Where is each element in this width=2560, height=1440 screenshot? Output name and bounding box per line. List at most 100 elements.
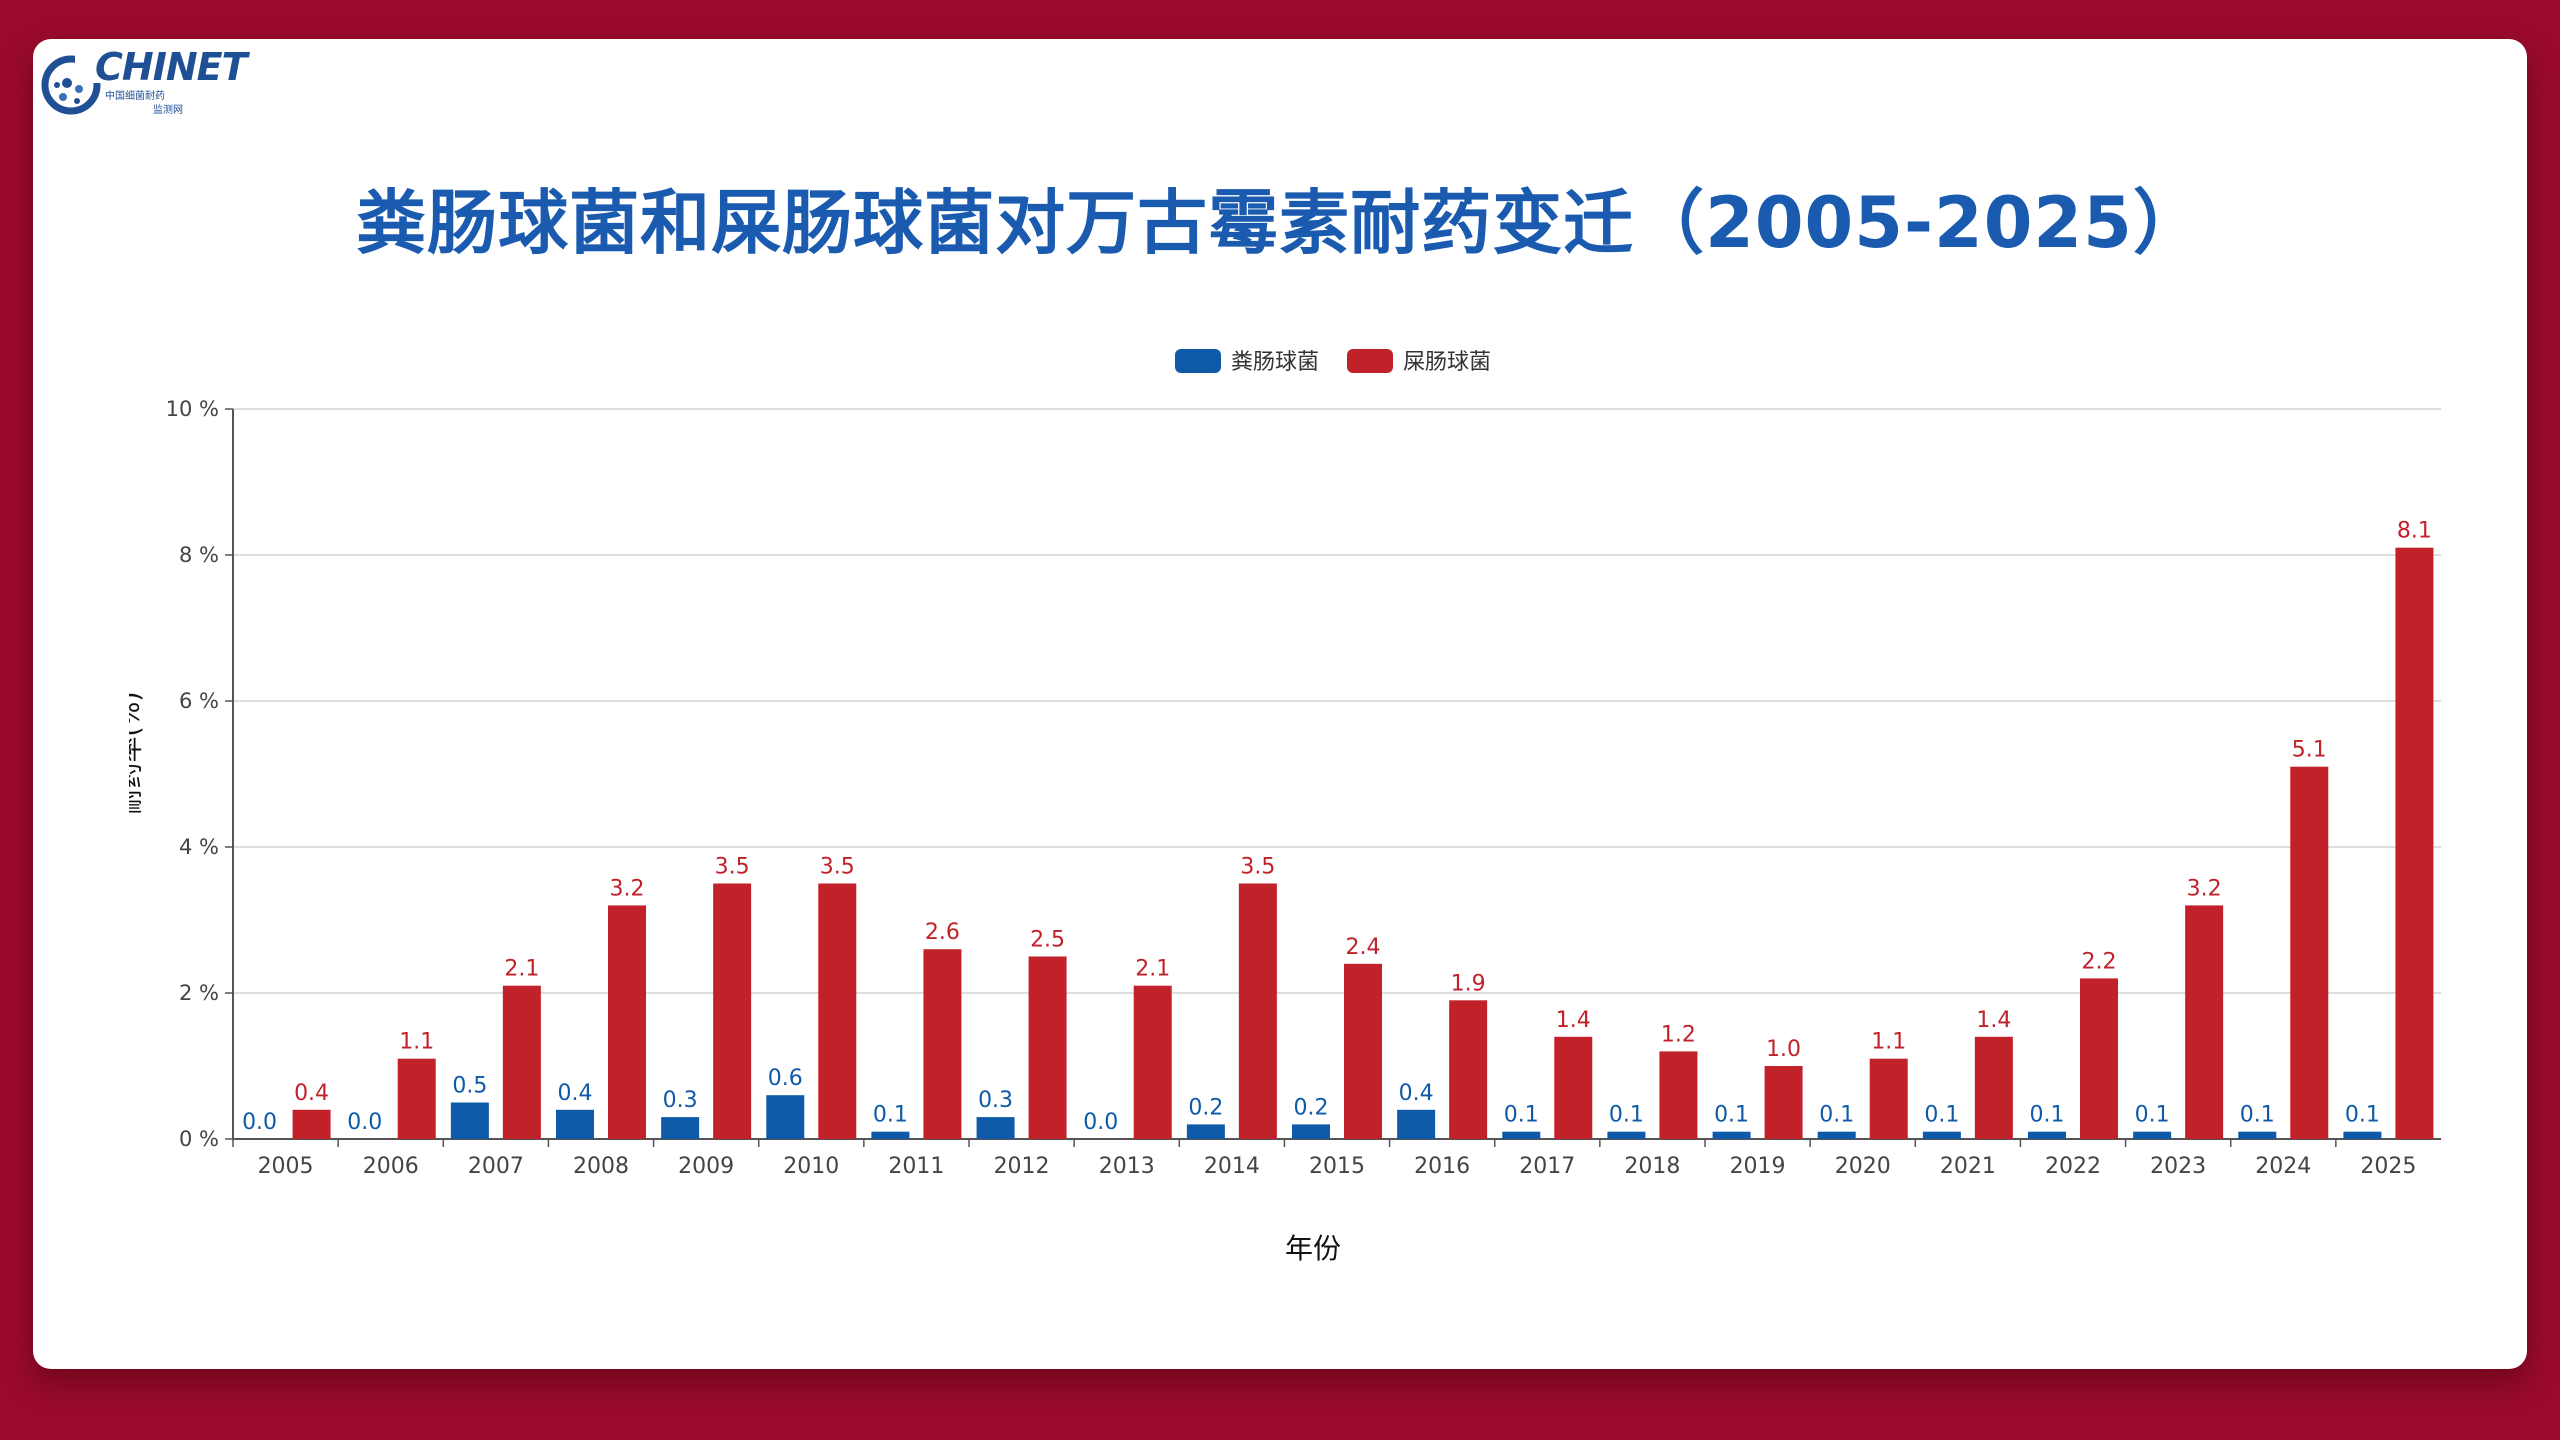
x-tick-label: 2017	[1519, 1154, 1575, 1179]
data-label-faecium: 2.5	[1030, 928, 1065, 953]
y-tick-label: 2 %	[179, 981, 219, 1005]
bar-faecium	[397, 1058, 436, 1139]
bar-faecium	[1344, 963, 1382, 1139]
bar-faecalis	[450, 1102, 489, 1139]
data-label-faecalis: 0.1	[1819, 1103, 1854, 1128]
x-tick-label: 2018	[1624, 1154, 1680, 1179]
bar-chart: 粪肠球菌 屎肠球菌 耐药率(%) 年份 0 %2 %4 %6 %8 %10 % …	[116, 349, 2441, 1265]
bar-faecium	[2080, 978, 2118, 1139]
data-label-faecium: 1.4	[1556, 1008, 1591, 1033]
data-label-faecalis: 0.4	[558, 1081, 593, 1106]
data-label-faecalis: 0.5	[452, 1074, 487, 1099]
data-label-faecalis: 0.1	[1714, 1103, 1749, 1128]
data-label-faecium: 1.1	[399, 1030, 434, 1055]
data-label-faecalis: 0.1	[2240, 1103, 2275, 1128]
chinet-logo: CHINET 中国细菌耐药 监测网	[39, 45, 248, 117]
data-label-faecium: 2.1	[1135, 957, 1170, 982]
data-label-faecium: 3.2	[2187, 876, 2222, 901]
bar-faecium	[1028, 956, 1067, 1139]
data-label-faecium: 1.1	[1871, 1030, 1906, 1055]
x-tick-label: 2021	[1940, 1154, 1996, 1179]
x-tick-label: 2011	[888, 1154, 944, 1179]
logo-subtitle-1: 中国细菌耐药	[105, 91, 165, 102]
bar-faecalis	[1397, 1109, 1436, 1139]
x-tick-label: 2020	[1835, 1154, 1891, 1179]
bar-faecalis	[661, 1117, 700, 1139]
data-label-faecalis: 0.1	[1924, 1103, 1959, 1128]
data-label-faecalis: 0.1	[2345, 1103, 2380, 1128]
legend: 粪肠球菌 屎肠球菌	[1175, 349, 1491, 375]
bar-faecium	[1974, 1036, 2013, 1139]
data-label-faecalis: 0.4	[1399, 1081, 1434, 1106]
data-label-faecalis: 0.1	[873, 1103, 908, 1128]
x-tick-label: 2015	[1309, 1154, 1365, 1179]
bar-faecium	[608, 905, 646, 1139]
bar-faecium	[2290, 766, 2329, 1139]
x-axis-label: 年份	[1285, 1232, 1341, 1261]
data-label-faecalis: 0.1	[1609, 1103, 1644, 1128]
legend-swatch-faecium	[1347, 349, 1393, 373]
bar-faecalis	[1817, 1131, 1856, 1139]
data-label-faecium: 3.5	[715, 855, 750, 880]
x-tick-label: 2008	[573, 1154, 629, 1179]
x-tick-label: 2019	[1730, 1154, 1786, 1179]
bar-faecium	[1764, 1066, 1803, 1139]
bar-faecalis	[1607, 1131, 1646, 1139]
data-label-faecium: 2.4	[1346, 935, 1381, 960]
data-label-faecium: 3.5	[1240, 855, 1275, 880]
legend-label-faecalis: 粪肠球菌	[1231, 350, 1319, 375]
bar-faecalis	[2238, 1131, 2277, 1139]
data-label-faecium: 1.2	[1661, 1022, 1696, 1047]
bar-faecium	[713, 883, 752, 1139]
y-tick-label: 6 %	[179, 689, 219, 713]
data-label-faecium: 3.5	[820, 855, 855, 880]
data-label-faecalis: 0.1	[2030, 1103, 2065, 1128]
bar-faecium	[1449, 1000, 1488, 1139]
x-tick-label: 2005	[258, 1154, 314, 1179]
bar-faecalis	[556, 1109, 594, 1139]
legend-swatch-faecalis	[1175, 349, 1221, 373]
bar-faecalis	[1502, 1131, 1541, 1139]
y-tick-label: 8 %	[179, 543, 219, 567]
data-label-faecium: 2.2	[2082, 949, 2117, 974]
bar-faecalis	[1922, 1131, 1961, 1139]
data-label-faecalis: 0.1	[1504, 1103, 1539, 1128]
data-label-faecalis: 0.6	[768, 1066, 803, 1091]
data-label-faecium: 1.0	[1766, 1037, 1801, 1062]
bar-faecium	[1659, 1051, 1698, 1139]
y-tick-label: 0 %	[179, 1127, 219, 1151]
bar-faecalis	[1186, 1124, 1225, 1139]
data-label-faecium: 1.4	[1976, 1008, 2011, 1033]
logo-subtitle-2: 监测网	[153, 105, 183, 116]
data-label-faecalis: 0.0	[1083, 1110, 1118, 1135]
data-label-faecalis: 0.2	[1188, 1095, 1223, 1120]
y-tick-label: 10 %	[166, 397, 219, 421]
bar-faecalis	[2028, 1131, 2066, 1139]
x-tick-label: 2014	[1204, 1154, 1260, 1179]
y-axis-label: 耐药率(%)	[129, 692, 146, 815]
x-tick-label: 2012	[994, 1154, 1050, 1179]
slide-card: CHINET 中国细菌耐药 监测网 粪肠球菌和屎肠球菌对万古霉素耐药变迁（200…	[33, 39, 2527, 1369]
bar-faecalis	[871, 1131, 910, 1139]
data-label-faecium: 3.2	[610, 876, 645, 901]
x-tick-label: 2010	[783, 1154, 839, 1179]
data-label-faecalis: 0.0	[242, 1110, 277, 1135]
bar-faecium	[1238, 883, 1277, 1139]
bar-faecalis	[2133, 1131, 2172, 1139]
x-tick-label: 2022	[2045, 1154, 2101, 1179]
data-label-faecalis: 0.3	[663, 1088, 698, 1113]
bar-faecalis	[2343, 1131, 2382, 1139]
bar-faecium	[2185, 905, 2224, 1139]
data-label-faecium: 8.1	[2397, 519, 2432, 544]
bar-faecalis	[976, 1117, 1015, 1139]
x-tick-label: 2006	[363, 1154, 419, 1179]
data-label-faecalis: 0.3	[978, 1088, 1013, 1113]
x-tick-label: 2023	[2150, 1154, 2206, 1179]
chart-panel: 粪肠球菌 屎肠球菌 耐药率(%) 年份 0 % 2 % 4 % 6 % 8 % 10 % …	[116, 301, 2459, 1265]
data-label-faecalis: 0.1	[2135, 1103, 2170, 1128]
data-label-faecium: 2.6	[925, 920, 960, 945]
bar-faecalis	[766, 1095, 805, 1139]
bar-faecium	[1554, 1036, 1593, 1139]
data-label-faecium: 0.4	[294, 1081, 329, 1106]
x-tick-label: 2007	[468, 1154, 524, 1179]
